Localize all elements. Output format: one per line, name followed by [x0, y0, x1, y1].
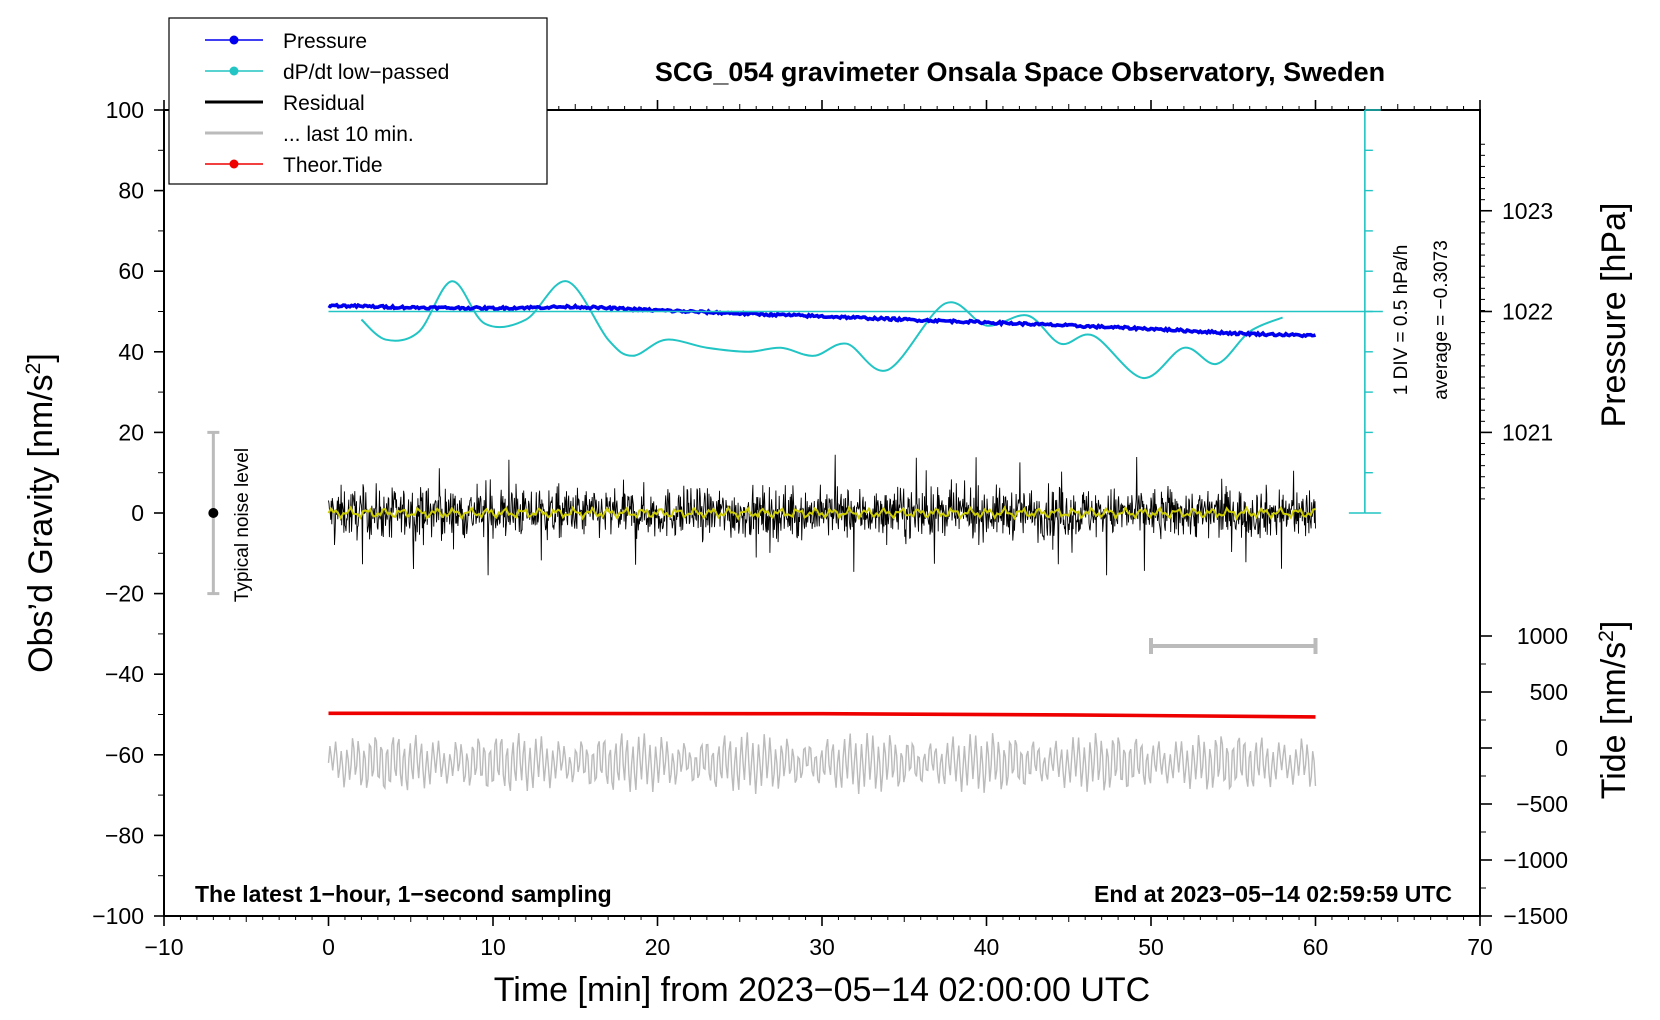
- y-tick-label-0: −100: [92, 903, 144, 929]
- noise-level-dot: [208, 508, 219, 518]
- y-tick-label-1: −80: [105, 822, 144, 848]
- y-tick-label-3: −40: [105, 661, 144, 687]
- axis-ticks: −10 0 10 20 30 40 50 60 70−100−80−60−40−20020406…: [92, 97, 1568, 960]
- decorations: [207, 109, 1383, 654]
- x-tick-label-5: 40: [974, 934, 1000, 960]
- y-tick-label-4: −20: [105, 581, 144, 607]
- dpdt-line: [360, 280, 1283, 379]
- y-tick-label-9: 80: [118, 178, 144, 204]
- legend-key-marker-4: [229, 159, 239, 169]
- y-tick-label-7: 40: [118, 339, 144, 365]
- chart-title: SCG_054 gravimeter Onsala Space Observat…: [655, 57, 1385, 87]
- x-axis-title: Time [min] from 2023−05−14 02:00:00 UTC: [494, 971, 1150, 1009]
- dpdt-scale-label: 1 DIV = 0.5 hPa/h: [1391, 245, 1412, 396]
- residual-line: [328, 454, 1316, 576]
- y-axis-title-gravity-end: ]: [22, 353, 60, 362]
- legend-label-tide: Theor.Tide: [283, 154, 383, 177]
- legend: Pressure dP/dt low−passed Residual ... l…: [168, 17, 548, 185]
- series-layer: [327, 280, 1317, 795]
- tide-tick-label-3: 0: [1555, 735, 1568, 761]
- legend-key-marker-0: [229, 35, 239, 45]
- x-tick-label-6: 50: [1138, 934, 1164, 960]
- footer-right: End at 2023−05−14 02:59:59 UTC: [1094, 881, 1452, 907]
- legend-keys: [205, 35, 263, 169]
- x-tick-label-7: 60: [1303, 934, 1329, 960]
- x-tick-label-1: 0: [322, 934, 335, 960]
- tide-tick-label-1: −1000: [1503, 847, 1568, 873]
- y-tick-label-6: 20: [118, 419, 144, 445]
- legend-label-pressure: Pressure: [283, 30, 367, 53]
- average-label: average = −0.3073: [1431, 240, 1452, 400]
- y-axis-title-pressure: Pressure [hPa]: [1595, 203, 1633, 428]
- tide-tick-label-4: 500: [1530, 679, 1568, 705]
- y-axis-title-gravity: Obs’d Gravity [nm/s2]: [22, 353, 60, 673]
- x-tick-label-2: 10: [480, 934, 506, 960]
- noise-level-label: Typical noise level: [232, 448, 253, 602]
- legend-label-residual: Residual: [283, 92, 365, 115]
- y-axis-title-tide-end: ]: [1595, 621, 1633, 630]
- pressure-tick-label-0: 1021: [1502, 419, 1553, 445]
- footer-left: The latest 1−hour, 1−second sampling: [195, 881, 612, 907]
- y-axis-title-tide-sup: 2: [1595, 630, 1618, 642]
- legend-label-last10: ... last 10 min.: [283, 123, 414, 146]
- x-tick-label-4: 30: [809, 934, 835, 960]
- pressure-line: [327, 302, 1317, 339]
- pressure-tick-label-2: 1023: [1502, 198, 1553, 224]
- y-tick-label-2: −60: [105, 742, 144, 768]
- legend-key-marker-1: [229, 66, 239, 76]
- y-axis-title-gravity-text: Obs’d Gravity [nm/s: [22, 374, 60, 673]
- theoretical-tide-line: [328, 711, 1316, 719]
- y-tick-label-8: 60: [118, 258, 144, 284]
- pressure-tick-label-1: 1022: [1502, 299, 1553, 325]
- y-axis-title-tide: Tide [nm/s2]: [1595, 621, 1633, 800]
- y-axis-title-gravity-sup: 2: [22, 363, 45, 375]
- residual-smoothed-line: [327, 505, 1316, 521]
- y-tick-label-5: 0: [131, 500, 144, 526]
- tide-tick-label-0: −1500: [1503, 903, 1568, 929]
- tide-tick-label-2: −500: [1516, 791, 1568, 817]
- y-tick-label-10: 100: [106, 97, 144, 123]
- last-10-min-line: [327, 732, 1317, 795]
- legend-label-dpdt: dP/dt low−passed: [283, 61, 449, 84]
- tide-tick-label-5: 1000: [1517, 623, 1568, 649]
- x-tick-label-3: 20: [645, 934, 671, 960]
- x-tick-label-0: −10: [144, 934, 183, 960]
- y-axis-title-tide-text: Tide [nm/s: [1595, 642, 1633, 799]
- x-tick-label-8: 70: [1467, 934, 1493, 960]
